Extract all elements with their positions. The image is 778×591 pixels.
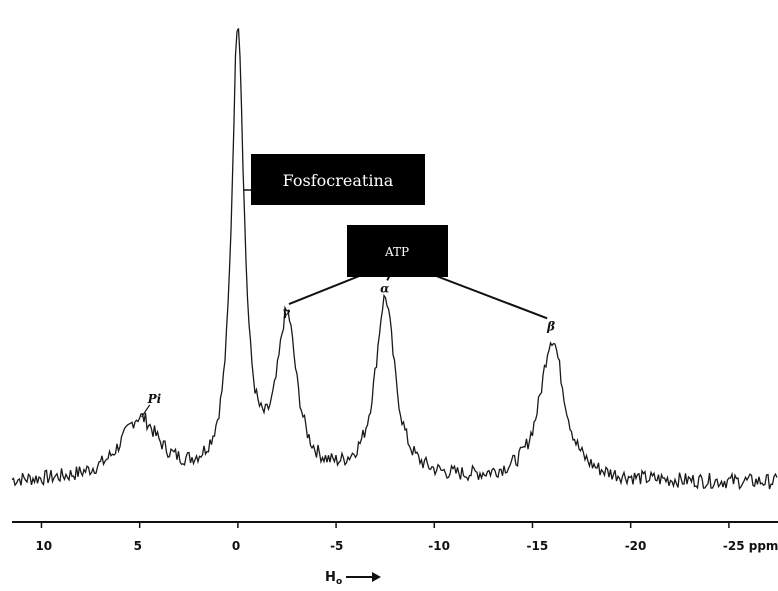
x-tick-label: -10 [428, 539, 450, 553]
peak-label-pi: Pi [147, 392, 162, 406]
x-tick-label: 0 [232, 539, 240, 553]
peak-label: γ [282, 305, 291, 319]
peak-label: β [546, 319, 555, 333]
peak-label: α [380, 281, 389, 295]
x-axis-ticks: 10 5 0 -5 -10 -15 -20 -25 ppm [35, 522, 778, 553]
fosfocreatina-label: Fosfocreatina [283, 171, 394, 190]
x-axis-title: H o [325, 570, 381, 587]
x-axis-arrow-head [372, 572, 381, 582]
peak-labels: Pi γ α β [141, 281, 555, 418]
x-axis-label-subscript: o [336, 577, 342, 587]
fosfocreatina-box [251, 154, 425, 205]
x-tick-label: -15 [526, 539, 548, 553]
pi-label-leader [141, 404, 151, 418]
x-axis-label: H [325, 570, 336, 585]
x-tick-label: -20 [625, 539, 647, 553]
x-tick-label: 5 [134, 539, 142, 553]
x-tick-label: -25 ppm [723, 539, 778, 553]
spectrum-line [11, 28, 778, 490]
spectrum-layer [11, 28, 778, 490]
annotations: Fosfocreatina ATP [243, 154, 548, 320]
atp-label: ATP [384, 245, 409, 259]
x-tick-label: 10 [35, 539, 52, 553]
x-tick-label: -5 [330, 539, 343, 553]
atp-box [347, 225, 448, 277]
